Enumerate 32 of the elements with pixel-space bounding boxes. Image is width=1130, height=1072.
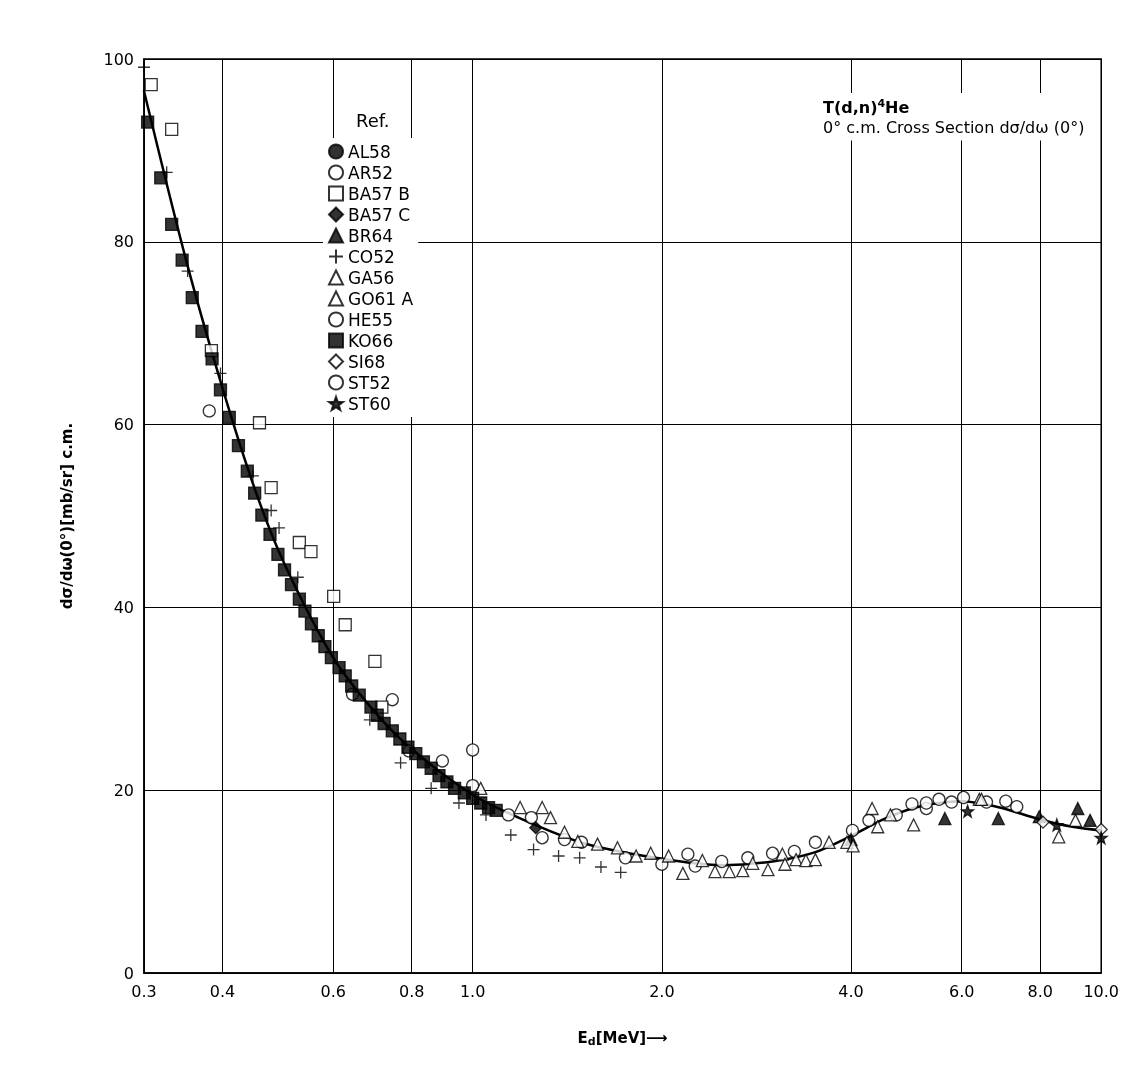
x-tick-label: 4.0 (838, 981, 864, 1001)
y-tick-label: 80 (113, 232, 134, 252)
legend-label: HE55 (348, 309, 394, 330)
y-axis-title: dσ/dω(0°)[mb/sr] c.m. (57, 422, 76, 610)
x-tick-label: 0.4 (209, 981, 236, 1001)
legend-label: GA56 (348, 267, 395, 288)
legend-label: BR64 (348, 225, 394, 246)
y-tick-label: 20 (113, 780, 134, 800)
x-tick-label: 0.3 (131, 981, 157, 1001)
legend-label: BA57 B (348, 183, 410, 204)
x-tick-label: 8.0 (1027, 981, 1053, 1001)
y-tick-label: 60 (113, 415, 134, 435)
x-tick-label: 10.0 (1083, 981, 1119, 1001)
legend-label: ST52 (348, 372, 391, 393)
legend-label: AR52 (348, 162, 394, 183)
legend-label: SI68 (348, 351, 386, 372)
legend-label: BA57 C (348, 204, 411, 225)
x-tick-label: 0.6 (320, 981, 346, 1001)
x-tick-label: 0.8 (399, 981, 425, 1001)
legend-label: GO61 A (348, 288, 414, 309)
legend-label: ST60 (348, 393, 391, 414)
legend-label: CO52 (348, 246, 395, 267)
legend-label: KO66 (348, 330, 394, 351)
x-tick-label: 6.0 (949, 981, 975, 1001)
text: 0° c.m. Cross Section dσ/dω (0°) (823, 118, 1085, 137)
x-tick-label: 1.0 (459, 981, 486, 1001)
legend-title: Ref. (356, 109, 390, 131)
y-tick-label: 0 (123, 963, 134, 983)
x-tick-label: 2.0 (649, 981, 675, 1001)
y-tick-label: 100 (103, 49, 134, 69)
legend-label: AL58 (348, 141, 391, 162)
y-tick-label: 40 (113, 597, 134, 617)
